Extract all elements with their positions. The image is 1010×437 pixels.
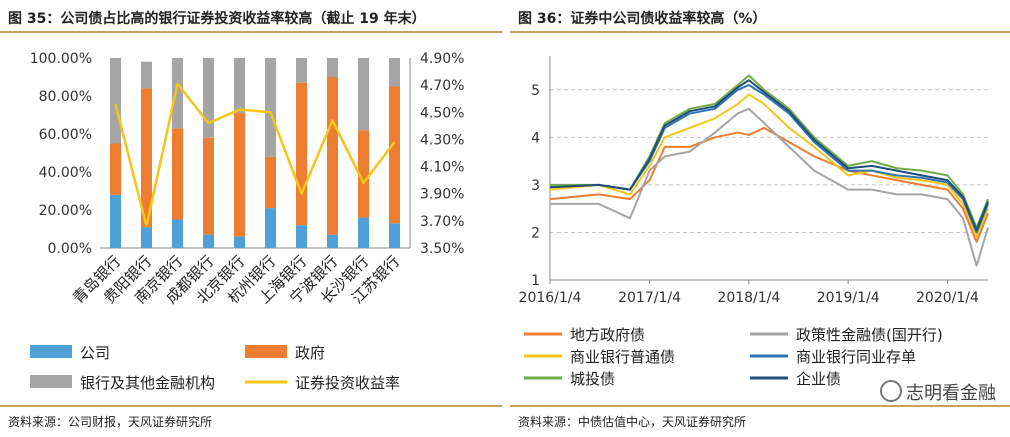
- bar-segment: [234, 113, 245, 237]
- left-chart: 0.00% 20.00% 40.00% 60.00% 80.00% 100.00% 3.50…: [30, 51, 465, 392]
- y-tick-label: 5: [531, 83, 540, 99]
- legend-label: 企业债: [796, 370, 841, 388]
- bar-segment: [389, 223, 400, 248]
- legend-label: 商业银行普通债: [570, 348, 675, 366]
- bar-segment: [265, 208, 276, 248]
- legend-label: 城投债: [570, 370, 615, 388]
- wechat-icon: [880, 380, 902, 402]
- legend-swatch: [30, 375, 72, 388]
- legend-label: 证券投资收益率: [295, 374, 400, 392]
- watermark: 志明看金融: [880, 379, 996, 405]
- bar-segment: [389, 58, 400, 87]
- bar-segment: [203, 137, 214, 235]
- series-line: [550, 107, 989, 267]
- bar-segment: [327, 234, 338, 248]
- bar-segment: [296, 58, 307, 83]
- right-bottom-rule: [510, 405, 1010, 407]
- x-tick-label: 2016/1/4: [519, 290, 582, 306]
- y2-tick-label: 4.10%: [420, 160, 464, 176]
- bar-segment: [265, 156, 276, 209]
- y-tick-label: 4: [531, 130, 540, 146]
- left-figure: 图 35：公司债占比高的银行证券投资收益率较高（截止 19 年末） 0.00% 2…: [0, 0, 502, 437]
- bar-segment: [358, 217, 369, 248]
- right-figure: 图 36：证券中公司债收益率较高（%） 1 2 3 4 5 2016/1/4 2017/1/…: [510, 0, 1010, 437]
- x-tick-label: 2018/1/4: [717, 290, 780, 306]
- right-top-rule: [510, 31, 1010, 33]
- y-tick-label: 60.00%: [39, 127, 92, 143]
- bar-segment: [358, 130, 369, 218]
- y2-tick-label: 4.30%: [420, 132, 464, 148]
- legend-swatch: [30, 345, 72, 358]
- legend-label: 商业银行同业存单: [796, 348, 916, 366]
- x-tick-label: 2017/1/4: [618, 290, 681, 306]
- bar-segment: [141, 88, 152, 228]
- bar-segment: [110, 194, 121, 248]
- series-line-yield: [114, 82, 396, 228]
- series-line: [549, 93, 989, 239]
- bar-segment: [141, 61, 152, 89]
- legend-swatch: [245, 345, 287, 358]
- bar-segment: [296, 225, 307, 248]
- bar-segment: [141, 227, 152, 248]
- series-line: [549, 84, 989, 234]
- bar-segment: [234, 58, 245, 114]
- bar-segment: [358, 58, 369, 131]
- bar-segment: [110, 143, 121, 195]
- bar-segment: [389, 86, 400, 224]
- right-figure-title: 图 36：证券中公司债收益率较高（%）: [518, 11, 767, 27]
- bar-segment: [203, 234, 214, 248]
- bar-segment: [327, 58, 338, 77]
- bar-segment: [296, 82, 307, 226]
- legend-label: 地方政府债: [570, 326, 645, 344]
- bar-segment: [234, 236, 245, 248]
- bar-segment: [265, 58, 276, 157]
- y-tick-label: 100.00%: [30, 51, 92, 67]
- legend-label: 银行及其他金融机构: [80, 374, 215, 392]
- y2-tick-label: 4.90%: [420, 51, 464, 67]
- y2-tick-label: 4.50%: [420, 105, 464, 121]
- y2-tick-label: 3.90%: [420, 187, 464, 203]
- bar-segment: [172, 58, 183, 129]
- bar-segment: [203, 58, 214, 138]
- x-tick-label: 2019/1/4: [817, 290, 880, 306]
- y2-tick-label: 3.50%: [420, 241, 464, 257]
- y2-tick-label: 4.70%: [420, 78, 464, 94]
- left-source: 资料来源：公司财报，天风证券研究所: [8, 415, 213, 429]
- y-tick-label: 80.00%: [39, 89, 92, 105]
- y-tick-label: 3: [531, 178, 540, 194]
- left-figure-title: 图 35：公司债占比高的银行证券投资收益率较高（截止 19 年末）: [8, 11, 426, 27]
- right-source: 资料来源：中债估值中心，天风证券研究所: [518, 415, 747, 429]
- bar-segment: [172, 219, 183, 248]
- y-tick-label: 1: [531, 273, 540, 289]
- legend-label: 公司: [80, 344, 110, 362]
- watermark-text: 志明看金融: [906, 383, 996, 404]
- series-line: [549, 79, 989, 232]
- y-tick-label: 0.00%: [48, 241, 92, 257]
- legend-label: 政府: [295, 344, 325, 362]
- y-tick-label: 40.00%: [39, 165, 92, 181]
- y-tick-label: 2: [531, 225, 540, 241]
- left-top-rule: [0, 31, 502, 33]
- left-bottom-rule: [0, 405, 502, 407]
- x-tick-label: 2020/1/4: [916, 290, 979, 306]
- bar-segment: [327, 77, 338, 235]
- y-tick-label: 20.00%: [39, 203, 92, 219]
- bar-segment: [172, 128, 183, 220]
- right-chart: 1 2 3 4 5 2016/1/4 2017/1/4 2018/1/4 2019/1/4 202…: [519, 56, 989, 388]
- bar-segment: [110, 58, 121, 144]
- y2-tick-label: 3.70%: [420, 214, 464, 230]
- legend-label: 政策性金融债(国开行): [796, 326, 943, 344]
